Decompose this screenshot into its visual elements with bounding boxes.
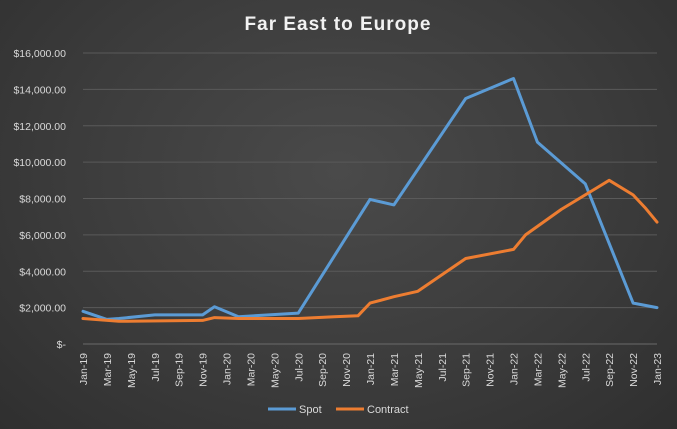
x-tick-label: Jul-20 <box>293 353 305 382</box>
x-tick-label: Sep-19 <box>174 353 186 387</box>
y-axis: $- $2,000.00 $4,000.00 $6,000.00 $8,000.00 $1… <box>13 48 66 351</box>
x-tick-label: Nov-21 <box>485 353 497 387</box>
legend-label-contract: Contract <box>367 404 409 416</box>
legend: Spot Contract <box>268 404 409 416</box>
x-tick-label: Mar-19 <box>102 353 114 386</box>
x-tick-label: Jan-19 <box>78 353 90 385</box>
y-tick-label: $10,000.00 <box>13 157 66 169</box>
y-tick-label: $16,000.00 <box>13 48 66 60</box>
x-tick-label: Jul-22 <box>580 353 592 382</box>
y-tick-label: $- <box>57 339 67 351</box>
x-tick-label: Jan-20 <box>222 353 234 385</box>
x-tick-label: Mar-21 <box>389 353 401 386</box>
series-lines <box>81 77 659 323</box>
x-tick-label: Mar-22 <box>532 353 544 386</box>
y-tick-label: $14,000.00 <box>13 84 66 96</box>
y-tick-label: $12,000.00 <box>13 121 66 133</box>
x-tick-label: Jul-21 <box>437 353 449 382</box>
series-line-contract <box>81 178 659 323</box>
x-tick-label: Jan-23 <box>652 353 664 385</box>
y-tick-label: $8,000.00 <box>19 194 66 206</box>
x-tick-label: Jan-21 <box>365 353 377 385</box>
x-tick-label: May-19 <box>126 353 138 388</box>
x-tick-label: Sep-21 <box>461 353 473 387</box>
series-line-spot <box>81 77 659 321</box>
y-tick-label: $4,000.00 <box>19 266 66 278</box>
x-tick-label: Nov-20 <box>341 353 353 387</box>
x-axis: Jan-19 Mar-19 May-19 Jul-19 Sep-19 Nov-19 Jan-… <box>78 343 664 388</box>
x-tick-label: Jul-19 <box>150 353 162 382</box>
x-tick-label: May-20 <box>269 353 281 388</box>
y-tick-label: $6,000.00 <box>19 230 66 242</box>
legend-label-spot: Spot <box>299 404 322 416</box>
x-tick-label: Jan-22 <box>509 353 521 385</box>
x-tick-label: Mar-20 <box>245 353 257 386</box>
x-tick-label: Nov-19 <box>198 353 210 387</box>
gridlines <box>83 52 657 309</box>
x-tick-label: May-22 <box>556 353 568 388</box>
x-tick-label: Nov-22 <box>628 353 640 387</box>
x-tick-label: May-21 <box>413 353 425 388</box>
y-tick-label: $2,000.00 <box>19 303 66 315</box>
x-tick-label: Sep-22 <box>604 353 616 387</box>
chart-title: Far East to Europe <box>245 14 432 35</box>
x-tick-label: Sep-20 <box>317 353 329 387</box>
